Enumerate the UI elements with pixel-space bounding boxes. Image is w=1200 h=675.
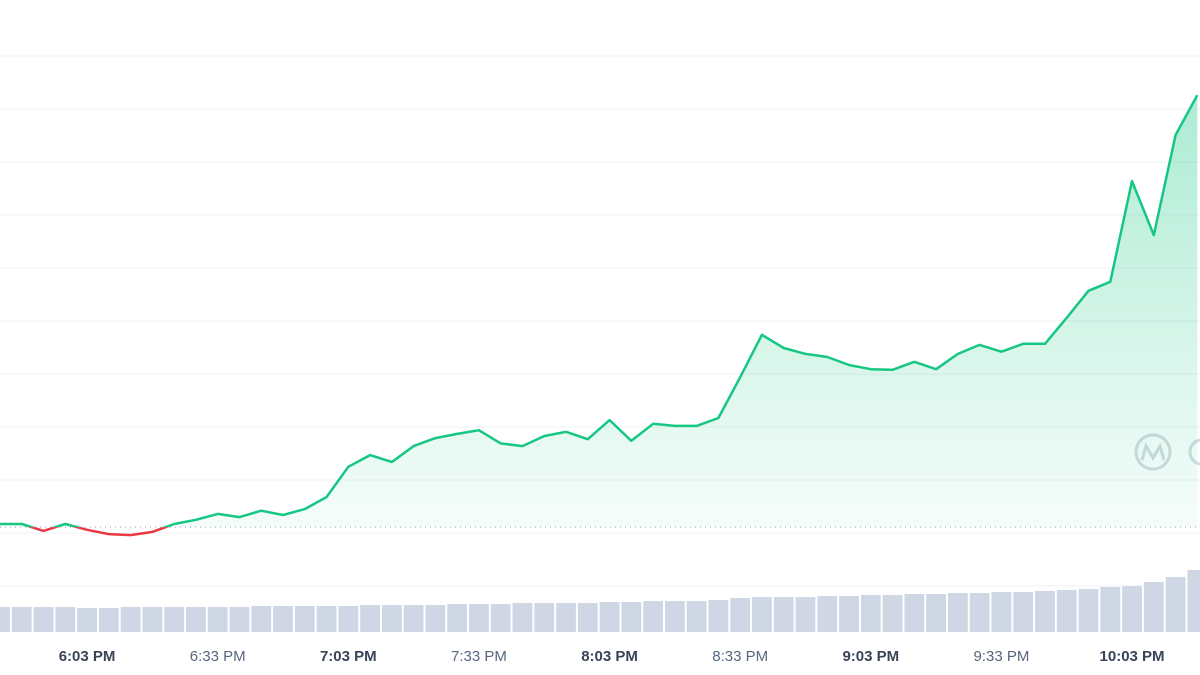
volume-bar (1013, 592, 1034, 632)
volume-bar (795, 597, 816, 632)
volume-bar (1100, 587, 1121, 632)
volume-bar (186, 607, 206, 632)
volume-bar (316, 606, 337, 632)
volume-bar (98, 608, 119, 632)
x-tick-label: 9:03 PM (842, 648, 899, 665)
x-tick-label: 9:33 PM (973, 648, 1029, 665)
price-line (0, 94, 1199, 528)
volume-bar (447, 604, 468, 632)
volume-bar (686, 601, 707, 632)
volume-bar (338, 606, 359, 632)
volume-bar (817, 596, 838, 632)
volume-bar (1165, 577, 1186, 632)
volume-bar (403, 605, 424, 632)
volume-bar (1078, 589, 1099, 632)
volume-bar (1187, 570, 1200, 632)
volume-bar (664, 601, 685, 632)
volume-bar (730, 598, 751, 632)
volume-bar (120, 607, 141, 632)
volume-bar (1056, 590, 1077, 632)
x-tick-label: 6:03 PM (59, 648, 116, 665)
volume-bar (142, 607, 163, 632)
volume-bar (294, 606, 315, 632)
x-tick-label: 10:03 PM (1100, 648, 1165, 665)
volume-bar (490, 604, 511, 632)
volume-bar (839, 596, 859, 632)
price-area (0, 95, 1198, 528)
volume-bar (969, 593, 990, 632)
volume-bar (207, 607, 228, 632)
volume-bar (621, 602, 642, 632)
volume-bar (1143, 582, 1164, 632)
x-tick-label: 6:33 PM (190, 648, 246, 665)
volume-bar (904, 594, 925, 632)
volume-bar (599, 602, 620, 632)
volume-bar (77, 608, 97, 632)
volume-bar (11, 607, 32, 632)
volume-bar (229, 607, 250, 632)
volume-bar (534, 603, 555, 632)
volume-bar (773, 597, 794, 632)
volume-bar (512, 603, 533, 632)
volume-bar (708, 600, 729, 632)
volume-bar (643, 601, 663, 632)
volume-bar (0, 607, 10, 632)
volume-bar (1122, 586, 1142, 632)
volume-bar (577, 603, 598, 632)
volume-bar (360, 605, 380, 632)
volume-bar (1035, 591, 1055, 632)
volume-bar (882, 595, 903, 632)
volume-bar (381, 605, 402, 632)
x-tick-label: 7:03 PM (320, 648, 377, 665)
volume-bar (164, 607, 185, 632)
volume-bar (251, 606, 272, 632)
x-tick-label: 8:03 PM (581, 648, 638, 665)
volume-bar (556, 603, 576, 632)
volume-bar (55, 607, 76, 632)
volume-bar (947, 593, 968, 632)
volume-bar (991, 592, 1012, 632)
volume-bar (926, 594, 946, 632)
volume-bar (752, 597, 772, 632)
volume-bar (273, 606, 293, 632)
x-tick-label: 8:33 PM (712, 648, 768, 665)
x-tick-label: 7:33 PM (451, 648, 507, 665)
volume-bar (425, 605, 446, 632)
volume-bar (33, 607, 54, 632)
volume-bar (469, 604, 489, 632)
volume-bar (860, 595, 881, 632)
